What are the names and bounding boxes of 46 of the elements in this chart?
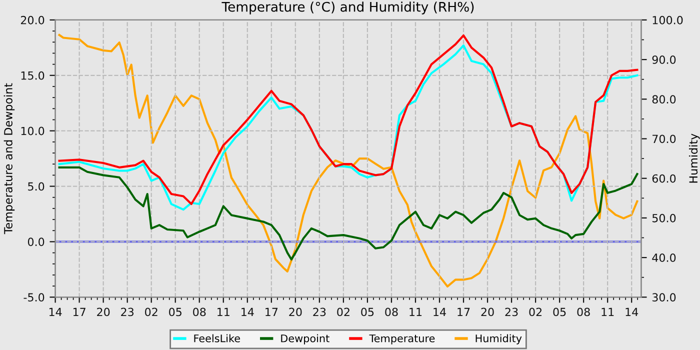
y2-tick-label: 100.0 xyxy=(652,16,683,24)
y-tick-label: -5.0 xyxy=(24,293,44,302)
x-tick-label: 05 xyxy=(169,308,182,316)
y-tick-label: 15.0 xyxy=(21,71,44,80)
x-tick-label: 02 xyxy=(337,308,350,316)
x-tick-label: 11 xyxy=(410,308,422,316)
x-tick-label: 14 xyxy=(626,308,638,316)
x-tick-label: 11 xyxy=(602,308,614,316)
legend-label: Humidity xyxy=(476,334,522,344)
y-tick-label: 10.0 xyxy=(21,126,44,136)
y-tick-label: 5.0 xyxy=(28,182,44,191)
chart-title: Temperature (°C) and Humidity (RH%) xyxy=(222,2,474,14)
x-tick-label: 11 xyxy=(218,308,230,316)
x-tick-label: 02 xyxy=(529,308,542,316)
x-tick-label: 23 xyxy=(121,308,134,316)
x-tick-label: 17 xyxy=(73,308,86,316)
x-tick-label: 05 xyxy=(361,308,374,316)
y2-tick-label: 60.0 xyxy=(652,174,676,183)
y2-tick-label: 90.0 xyxy=(652,56,676,64)
y-tick-label: 20.0 xyxy=(20,16,44,24)
y-tick-label: 0.0 xyxy=(28,238,44,246)
x-tick-label: 23 xyxy=(505,308,518,316)
x-tick-label: 14 xyxy=(434,308,446,316)
x-tick-label: 14 xyxy=(242,308,254,316)
x-tick-label: 20 xyxy=(97,308,110,316)
x-tick-label: 17 xyxy=(266,308,278,316)
x-tick-label: 02 xyxy=(145,308,158,316)
y2-tick-label: 30.0 xyxy=(652,293,676,302)
x-tick-label: 08 xyxy=(193,308,206,316)
x-tick-label: 08 xyxy=(385,308,398,316)
x-tick-label: 17 xyxy=(458,308,470,316)
x-tick-label: 23 xyxy=(313,308,326,316)
y2-tick-label: 80.0 xyxy=(652,95,676,104)
y2-tick-label: 50.0 xyxy=(652,214,676,222)
y-axis-title: Temperature and Dewpoint xyxy=(4,83,15,234)
y2-tick-label: 40.0 xyxy=(652,254,676,262)
y2-axis-title: Humidity xyxy=(688,134,700,183)
x-tick-label: 14 xyxy=(49,308,62,316)
legend-label: Dewpoint xyxy=(281,334,330,344)
x-tick-label: 08 xyxy=(577,308,590,316)
x-tick-label: 20 xyxy=(481,308,494,316)
y2-tick-label: 70.0 xyxy=(652,134,676,144)
x-tick-label: 20 xyxy=(289,308,302,316)
legend-label: Temperature xyxy=(369,334,435,344)
legend-label: FeelsLike xyxy=(194,334,240,342)
x-tick-label: 05 xyxy=(553,308,566,316)
